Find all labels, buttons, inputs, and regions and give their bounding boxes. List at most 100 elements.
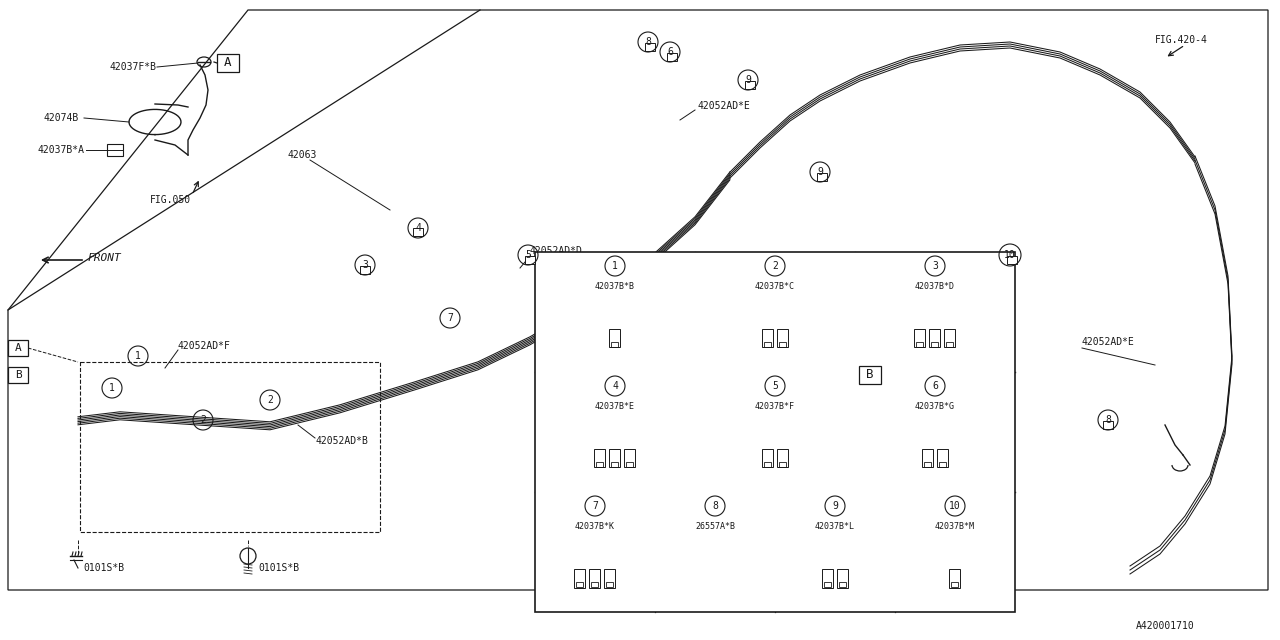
Bar	[611, 342, 618, 347]
Text: 42037B*B: 42037B*B	[595, 282, 635, 291]
Text: 5: 5	[772, 381, 778, 391]
Text: 42052AD*E: 42052AD*E	[698, 101, 751, 111]
Bar	[645, 43, 655, 51]
Text: 4: 4	[612, 381, 618, 391]
Bar	[922, 449, 933, 467]
Text: FIG.050: FIG.050	[150, 195, 191, 205]
Bar	[948, 570, 960, 588]
Bar	[626, 462, 634, 467]
Bar	[938, 462, 946, 467]
Text: 42037B*L: 42037B*L	[815, 522, 855, 531]
Text: 0923S*C: 0923S*C	[832, 348, 873, 358]
Text: 9: 9	[817, 167, 823, 177]
Bar	[946, 342, 954, 347]
Text: 6: 6	[932, 381, 938, 391]
Text: A420001710: A420001710	[1137, 621, 1196, 631]
Text: 2: 2	[772, 261, 778, 271]
Bar	[360, 266, 370, 274]
Bar	[951, 582, 957, 587]
Text: 3: 3	[932, 261, 938, 271]
Bar	[823, 582, 831, 587]
Text: 42037B*C: 42037B*C	[755, 282, 795, 291]
Bar	[604, 570, 614, 588]
Bar	[609, 449, 620, 467]
Text: 5: 5	[525, 250, 531, 260]
Text: 42075U: 42075U	[815, 448, 850, 458]
Text: 42052AD*F: 42052AD*F	[178, 341, 230, 351]
Bar	[218, 54, 239, 72]
Text: 42037B*D: 42037B*D	[915, 282, 955, 291]
Bar	[762, 330, 773, 348]
Text: 42074B: 42074B	[44, 113, 79, 123]
Bar	[667, 53, 677, 61]
Bar	[762, 449, 773, 467]
Bar	[576, 582, 582, 587]
Text: 9: 9	[745, 75, 751, 85]
Text: 42037B*M: 42037B*M	[934, 522, 975, 531]
Bar	[840, 296, 854, 306]
Text: 42037B*K: 42037B*K	[575, 522, 614, 531]
Text: FIG.420-4: FIG.420-4	[1155, 35, 1208, 45]
Text: A: A	[224, 56, 232, 70]
Bar	[817, 173, 827, 181]
Text: 9: 9	[832, 501, 838, 511]
Bar	[777, 449, 787, 467]
Text: 8: 8	[645, 37, 652, 47]
Bar	[573, 570, 585, 588]
Text: 26557A*B: 26557A*B	[695, 522, 735, 531]
Text: B: B	[867, 369, 874, 381]
Bar	[778, 342, 786, 347]
Bar	[838, 582, 846, 587]
Text: 0923S*B: 0923S*B	[832, 393, 873, 403]
Bar	[814, 385, 929, 443]
Text: 42037B*F: 42037B*F	[755, 402, 795, 411]
Text: 8: 8	[1105, 415, 1111, 425]
Text: 7: 7	[447, 313, 453, 323]
Text: 0101S*B: 0101S*B	[83, 563, 124, 573]
Text: FIG.050: FIG.050	[556, 485, 598, 495]
Text: 2: 2	[268, 395, 273, 405]
Text: 42052AD*B: 42052AD*B	[315, 436, 367, 446]
Bar	[778, 462, 786, 467]
Bar	[914, 330, 925, 348]
Text: 42052AD*E: 42052AD*E	[1082, 337, 1135, 347]
Text: B: B	[14, 370, 22, 380]
Bar	[929, 330, 940, 348]
Text: 1: 1	[109, 383, 115, 393]
Bar	[413, 228, 422, 236]
Text: 1: 1	[136, 351, 141, 361]
Text: 4: 4	[415, 223, 421, 233]
Bar	[594, 449, 605, 467]
Text: FRONT: FRONT	[88, 253, 122, 263]
Text: A: A	[14, 343, 22, 353]
Text: 6: 6	[667, 47, 673, 57]
Bar	[923, 462, 931, 467]
Text: 42037F*B: 42037F*B	[110, 62, 157, 72]
Bar	[937, 449, 947, 467]
Text: 2: 2	[200, 415, 206, 425]
Text: 10: 10	[950, 501, 961, 511]
Bar	[591, 582, 598, 587]
Bar	[609, 330, 620, 348]
Bar	[535, 252, 1015, 612]
Bar	[611, 462, 618, 467]
Text: 42037B*G: 42037B*G	[915, 402, 955, 411]
Text: 8: 8	[712, 501, 718, 511]
Bar	[859, 366, 881, 384]
Text: 42037B*E: 42037B*E	[595, 402, 635, 411]
Bar	[1007, 256, 1018, 264]
Bar	[931, 342, 938, 347]
Text: 1: 1	[612, 261, 618, 271]
Bar	[763, 462, 771, 467]
Bar	[837, 570, 847, 588]
Bar	[525, 256, 535, 264]
Bar	[763, 342, 771, 347]
Bar	[945, 330, 955, 348]
Bar	[8, 340, 28, 356]
Text: 3: 3	[362, 260, 367, 270]
Bar	[745, 81, 755, 89]
Bar	[79, 362, 380, 532]
Bar	[108, 144, 123, 156]
Text: 0101S*B: 0101S*B	[259, 563, 300, 573]
Bar	[605, 582, 613, 587]
